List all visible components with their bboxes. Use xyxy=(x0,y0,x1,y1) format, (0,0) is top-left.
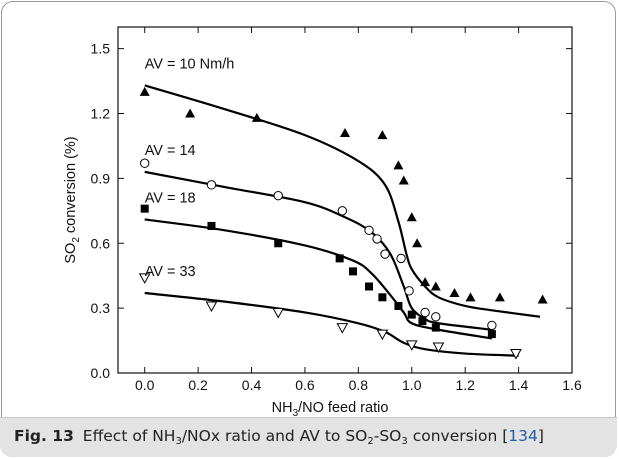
x-tick-label: 1.2 xyxy=(455,377,475,393)
fit-curve-series-1 xyxy=(144,84,541,318)
data-point-square xyxy=(407,310,416,319)
x-tick-label: 1.6 xyxy=(562,377,582,393)
data-point-triangle xyxy=(251,112,262,122)
x-tick-label: 0.2 xyxy=(188,377,208,393)
x-tick-label: 1.4 xyxy=(509,377,529,393)
x-axis-label: NH3/NO feed ratio xyxy=(272,400,389,417)
data-point-circle xyxy=(396,253,406,264)
data-point-triangle xyxy=(449,287,460,297)
data-point-square xyxy=(394,301,403,310)
data-point-square xyxy=(274,239,283,248)
x-tick-label: 0.8 xyxy=(349,377,369,393)
caption-text: Effect of NH3/NOx ratio and AV to SO2-SO… xyxy=(82,427,544,447)
data-point-inverted-triangle xyxy=(138,273,151,284)
x-tick-label: 0.4 xyxy=(242,377,262,393)
data-point-inverted-triangle xyxy=(510,349,522,360)
data-point-circle xyxy=(206,180,217,190)
data-point-triangle xyxy=(377,130,388,140)
data-point-triangle xyxy=(340,127,350,137)
reference-link[interactable]: 134 xyxy=(508,427,538,445)
series-label: AV = 33 xyxy=(145,264,196,280)
data-point-triangle xyxy=(139,86,150,96)
x-tick-label: 0.6 xyxy=(295,377,315,393)
x-tick-label: 0.0 xyxy=(135,377,155,393)
data-point-inverted-triangle xyxy=(205,301,218,312)
y-tick-label: 1.2 xyxy=(91,106,111,122)
data-point-square xyxy=(140,204,149,213)
y-tick-label: 1.5 xyxy=(91,41,111,57)
data-point-square xyxy=(349,267,358,276)
plot-area-border xyxy=(117,26,573,374)
chart-svg: 0.0 0.2 0.4 0.6 0.8 1.0 1.2 1.4 1.6 0.0 0.3 0.6 0.9… xyxy=(63,26,582,417)
data-point-circle xyxy=(487,320,497,331)
data-point-triangle xyxy=(494,292,505,302)
data-point-circle xyxy=(372,234,382,244)
fit-curve-series-2 xyxy=(144,170,493,331)
y-tick-label: 0.0 xyxy=(91,365,111,381)
fit-curve-series-3 xyxy=(144,218,493,340)
data-point-circle xyxy=(431,312,441,322)
data-point-circle xyxy=(420,307,430,318)
data-point-circle xyxy=(337,206,348,216)
data-point-circle xyxy=(364,225,374,235)
data-point-triangle xyxy=(398,175,409,185)
data-point-square xyxy=(207,221,216,230)
series-label: AV = 10 Nm/h xyxy=(145,56,235,72)
data-point-square xyxy=(365,282,374,291)
data-point-circle xyxy=(273,190,283,201)
data-point-circle xyxy=(140,158,150,168)
data-point-square xyxy=(418,317,427,326)
x-tick-label: 1.0 xyxy=(402,377,422,393)
data-point-square xyxy=(378,293,387,302)
data-point-square xyxy=(487,330,496,339)
data-point-inverted-triangle xyxy=(432,342,445,354)
data-point-triangle xyxy=(393,160,404,170)
y-axis-label: SO2 conversion (%) xyxy=(63,136,82,263)
data-point-circle xyxy=(380,249,390,259)
data-point-triangle xyxy=(406,212,417,222)
data-point-triangle xyxy=(537,294,548,304)
data-point-inverted-triangle xyxy=(336,323,349,334)
y-tick-label: 0.9 xyxy=(91,170,111,186)
data-point-inverted-triangle xyxy=(405,340,418,351)
data-point-triangle xyxy=(420,277,431,287)
figure-caption: Fig. 13 Effect of NH3/NOx ratio and AV t… xyxy=(0,417,617,457)
y-tick-label: 0.6 xyxy=(91,235,111,251)
data-point-triangle xyxy=(465,292,476,302)
fit-curve-series-4 xyxy=(144,291,519,357)
data-point-triangle xyxy=(430,281,441,291)
figure-number: Fig. 13 xyxy=(14,427,74,445)
data-point-circle xyxy=(404,286,414,296)
data-point-triangle xyxy=(185,108,196,118)
series-label: AV = 18 xyxy=(145,190,196,206)
data-point-inverted-triangle xyxy=(272,307,285,319)
data-point-square xyxy=(335,254,344,263)
data-point-inverted-triangle xyxy=(376,329,389,341)
series-label: AV = 14 xyxy=(145,143,196,159)
data-point-square xyxy=(431,323,440,332)
data-point-triangle xyxy=(412,238,423,248)
y-tick-label: 0.3 xyxy=(91,300,111,316)
